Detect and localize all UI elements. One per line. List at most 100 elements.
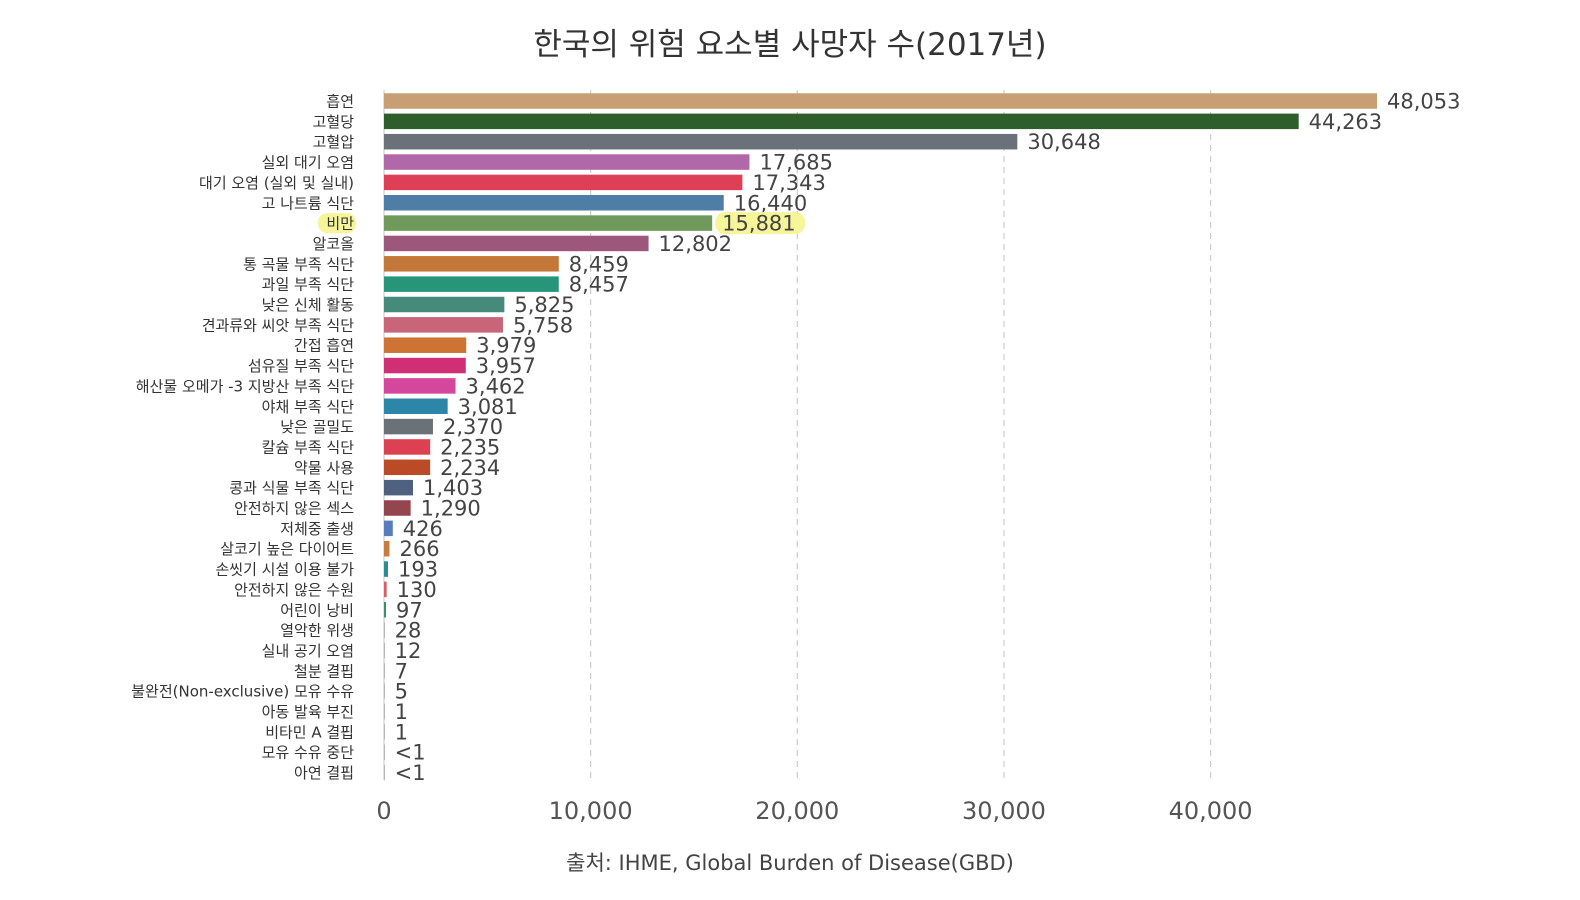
value-label: <1 xyxy=(395,761,426,785)
bar xyxy=(384,418,433,435)
x-tick-label: 40,000 xyxy=(1169,797,1253,825)
category-label: 철분 결핍 xyxy=(294,662,354,680)
category-label: 살코기 높은 다이어트 xyxy=(220,540,354,558)
bar xyxy=(384,520,393,537)
chart-title: 한국의 위험 요소별 사망자 수(2017년) xyxy=(533,27,1046,63)
x-tick-label: 30,000 xyxy=(962,797,1046,825)
bar xyxy=(384,235,649,252)
category-label: 낮은 신체 활동 xyxy=(262,296,355,314)
category-label: 아연 결핍 xyxy=(294,764,354,782)
category-label: 어린이 낭비 xyxy=(280,601,354,619)
category-label: 간접 흡연 xyxy=(294,337,354,355)
bar xyxy=(384,317,503,333)
x-tick-label: 10,000 xyxy=(549,797,633,825)
value-label: 7 xyxy=(395,659,408,683)
category-label: 고 나트륨 식단 xyxy=(262,194,355,212)
value-label: 44,263 xyxy=(1309,110,1382,134)
category-label: 견과류와 씨앗 부족 식단 xyxy=(202,316,355,334)
bar xyxy=(384,581,387,598)
bar xyxy=(384,479,413,496)
bar xyxy=(384,276,559,292)
bar xyxy=(384,764,385,781)
value-label: 3,462 xyxy=(466,374,526,398)
bar xyxy=(384,133,1018,150)
bar xyxy=(384,296,505,313)
category-label: 해산물 오메가 -3 지방산 부족 식단 xyxy=(136,377,354,395)
bar xyxy=(384,256,559,272)
category-label: 고혈당 xyxy=(313,113,355,131)
bar xyxy=(384,703,385,720)
value-label: 12 xyxy=(395,639,422,663)
category-label: 통 곡물 부족 식단 xyxy=(243,255,354,273)
highlight-marker xyxy=(318,213,356,234)
value-label: 3,979 xyxy=(476,334,536,358)
bar xyxy=(384,113,1299,130)
bar xyxy=(384,724,385,740)
category-label: 저체중 출생 xyxy=(280,520,354,538)
category-label: 알코올 xyxy=(313,235,354,253)
value-label: 5,758 xyxy=(513,313,573,337)
value-label: 5,825 xyxy=(514,293,574,317)
category-label: 흡연 xyxy=(326,93,354,111)
value-label: 2,235 xyxy=(440,435,500,459)
category-label: 실내 공기 오염 xyxy=(262,642,354,660)
value-label: 97 xyxy=(396,598,423,622)
bar xyxy=(384,398,448,414)
value-label: 1 xyxy=(395,700,408,724)
value-label: 5 xyxy=(395,680,408,704)
category-label: 콩과 식물 부족 식단 xyxy=(229,479,354,497)
category-label: 모유 수유 중단 xyxy=(262,744,355,762)
highlight-marker xyxy=(715,212,806,235)
category-label: 과일 부족 식단 xyxy=(262,276,355,294)
bar xyxy=(384,215,713,231)
bar xyxy=(384,357,466,374)
value-label: 130 xyxy=(397,578,437,602)
value-label: 1,403 xyxy=(423,476,483,500)
category-label: 섬유질 부족 식단 xyxy=(248,357,354,375)
category-label: 안전하지 않은 수원 xyxy=(234,581,354,599)
value-label: 17,343 xyxy=(752,171,825,195)
category-label: 비만 xyxy=(326,215,354,233)
bar xyxy=(384,744,385,760)
bar xyxy=(384,540,390,557)
category-label: 손씻기 시설 이용 불가 xyxy=(215,561,354,579)
value-label: 1,290 xyxy=(421,497,481,521)
category-label: 불완전(Non-exclusive) 모유 수유 xyxy=(131,683,354,701)
x-axis: 0 10,000 20,000 30,000 40,000 xyxy=(376,797,1252,825)
category-label: 야채 부족 식단 xyxy=(262,398,355,416)
bar xyxy=(384,683,385,699)
category-label: 대기 오염 (실외 및 실내) xyxy=(199,174,354,192)
value-label: 266 xyxy=(399,537,439,561)
value-label: 1 xyxy=(395,720,408,744)
value-label: 426 xyxy=(403,517,443,541)
category-label: 아동 발육 부진 xyxy=(262,703,354,721)
category-label: 비타민 A 결핍 xyxy=(265,723,354,741)
category-label: 고혈압 xyxy=(313,133,355,151)
value-label: 3,081 xyxy=(458,395,518,419)
value-label: 17,685 xyxy=(759,151,832,175)
value-label: 3,957 xyxy=(476,354,536,378)
bar xyxy=(384,174,743,191)
category-label: 칼슘 부족 식단 xyxy=(262,438,355,456)
bar xyxy=(384,622,385,638)
value-label: 28 xyxy=(395,619,422,643)
bar xyxy=(384,439,431,455)
bar xyxy=(384,337,467,353)
value-label: 15,881 xyxy=(722,212,795,236)
category-label: 낮은 골밀도 xyxy=(280,418,354,436)
bars: 흡연 48,053 고혈당 44,263 고혈압 30,648 실외 대기 오염 17,685… xyxy=(131,90,1460,786)
bar xyxy=(384,154,750,170)
source-note: 출처: IHME, Global Burden of Disease(GBD) xyxy=(566,851,1014,875)
bar xyxy=(384,642,385,659)
category-label: 안전하지 않은 섹스 xyxy=(234,500,354,518)
value-label: 2,234 xyxy=(440,456,500,480)
value-label: 8,459 xyxy=(569,252,629,276)
value-label: 2,370 xyxy=(443,415,503,439)
category-label: 실외 대기 오염 xyxy=(262,154,354,172)
value-label: 16,440 xyxy=(734,191,807,215)
bar xyxy=(384,602,387,618)
value-label: 48,053 xyxy=(1387,90,1460,114)
bar xyxy=(384,378,456,394)
value-label: 12,802 xyxy=(659,232,732,256)
